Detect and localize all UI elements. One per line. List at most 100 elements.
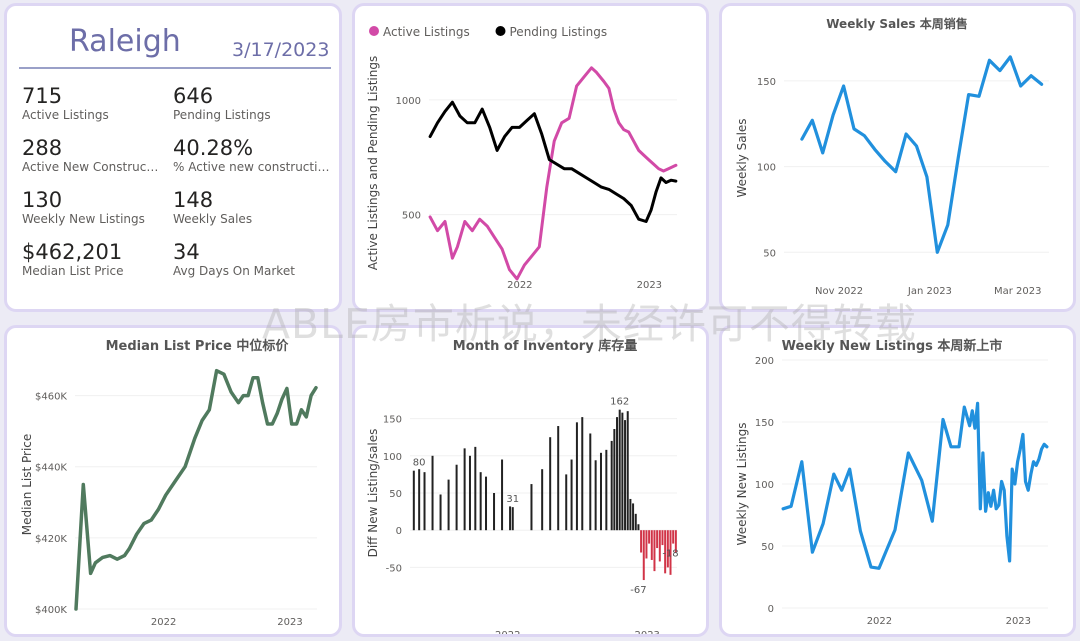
y-tick-label: $440K [35,463,67,474]
bar [672,530,675,544]
bar [455,464,458,531]
kpi-pct-new-construction: 40.28% % Active new constructions [173,136,333,175]
bar [468,455,471,531]
bar [666,530,669,568]
bar [594,460,597,531]
report-date: 3/17/2023 [232,39,330,61]
chart-title: Weekly New Listings 本周新上市 [782,338,1003,354]
data-label: 162 [610,397,629,408]
kpi-value: 130 [22,188,63,212]
kpi-active-new-construction: 288 Active New Constructi... [22,136,162,175]
bar [629,498,632,531]
weekly-sales-chart-card: Weekly Sales 本周销售 50 100 150 Nov 2022 Jan 202… [719,3,1076,312]
bar [624,420,627,531]
bar [616,417,619,531]
y-tick-label: -50 [386,563,402,574]
y-axis-label: Weekly New Listings [735,423,749,546]
y-tick-label: $400K [35,605,67,616]
legend-label: Pending Listings [510,25,608,39]
bar [511,507,514,531]
y-axis-label: Active Listings and Pending Listings [366,56,380,271]
bar [412,470,415,531]
kpi-label: Avg Days On Market [173,264,295,278]
listings-chart-card: Active Listings Pending Listings 500 1000 20… [352,3,709,312]
series-line [781,401,1049,570]
data-label: -18 [662,549,678,560]
bar [439,494,442,531]
kpi-active-listings: 715 Active Listings [22,84,162,123]
bar [664,530,667,574]
bar [557,426,560,531]
bar [650,530,653,560]
new-listings-chart: Weekly New Listings 本周新上市 0 50 100 150 200 202… [735,338,1049,627]
y-tick-label: 150 [383,415,402,426]
bar [648,530,651,544]
kpi-weekly-new-listings: 130 Weekly New Listings [22,188,162,227]
kpi-avg-days-on-market: 34 Avg Days On Market [173,240,333,279]
bar [669,530,672,575]
bar [479,472,482,531]
x-tick-label: 2022 [151,617,176,628]
kpi-value: 646 [173,84,214,108]
kpi-value: 34 [173,240,200,264]
weekly-sales-chart: Weekly Sales 本周销售 50 100 150 Nov 2022 Jan 202… [735,16,1049,297]
y-tick-label: $460K [35,392,67,403]
kpi-label: Weekly New Listings [22,212,145,226]
data-label: 31 [506,494,519,505]
legend-label: Active Listings [383,25,470,39]
x-tick-label: 2023 [1006,616,1031,627]
kpi-value: 40.28% [173,136,254,160]
bar [575,422,578,531]
bar [661,530,664,546]
kpi-card: Raleigh 3/17/2023 715 Active Listings 64… [4,3,342,312]
kpi-label: Weekly Sales [173,212,253,226]
kpi-pending-listings: 646 Pending Listings [173,84,333,123]
bar [658,530,661,562]
series-line [428,100,678,223]
kpi-label: Active Listings [22,108,109,122]
inventory-chart-card: Month of Inventory 库存量 -50 0 50 100 150 2022 20… [352,325,709,637]
bar [645,530,648,559]
y-tick-label: $420K [35,534,67,545]
x-tick-label: 2023 [277,617,302,628]
y-tick-label: 50 [763,248,776,259]
bar [493,493,496,531]
y-axis-label: Median List Price [20,434,34,536]
y-tick-label: 150 [755,418,774,429]
new-listings-chart-card: Weekly New Listings 本周新上市 0 50 100 150 200 202… [719,325,1076,637]
series-line [428,66,678,281]
bar [637,524,640,531]
median-price-chart-card: Median List Price 中位标价 $400K $420K $440K $46… [4,325,342,637]
x-tick-label: 2022 [867,616,892,627]
bar [626,411,629,531]
chart-title: Weekly Sales 本周销售 [826,16,968,31]
bar [621,412,624,531]
bar [447,479,450,531]
bar [653,530,656,572]
y-tick-label: 50 [761,542,774,553]
bar [674,530,677,553]
x-tick-label: 2023 [634,630,659,634]
bar [632,503,635,531]
bar [610,440,613,531]
bar [549,437,552,531]
x-tick-label: 2022 [507,280,532,291]
bar [642,530,645,581]
y-tick-label: 1000 [396,96,421,107]
y-axis-label: Diff New Listing/sales [366,429,380,558]
y-tick-label: 0 [396,526,402,537]
y-axis-label: Weekly Sales [735,118,749,197]
y-tick-label: 0 [768,604,774,615]
title-divider [19,67,331,69]
kpi-value: $462,201 [22,240,123,264]
bar [570,459,573,531]
y-tick-label: 100 [383,452,402,463]
series-line [800,55,1044,254]
bar [485,476,488,531]
bar [581,417,584,531]
kpi-value: 288 [22,136,63,160]
bar [656,530,659,549]
kpi-value: 148 [173,188,214,212]
bar [474,446,477,531]
kpi-value: 715 [22,84,63,108]
